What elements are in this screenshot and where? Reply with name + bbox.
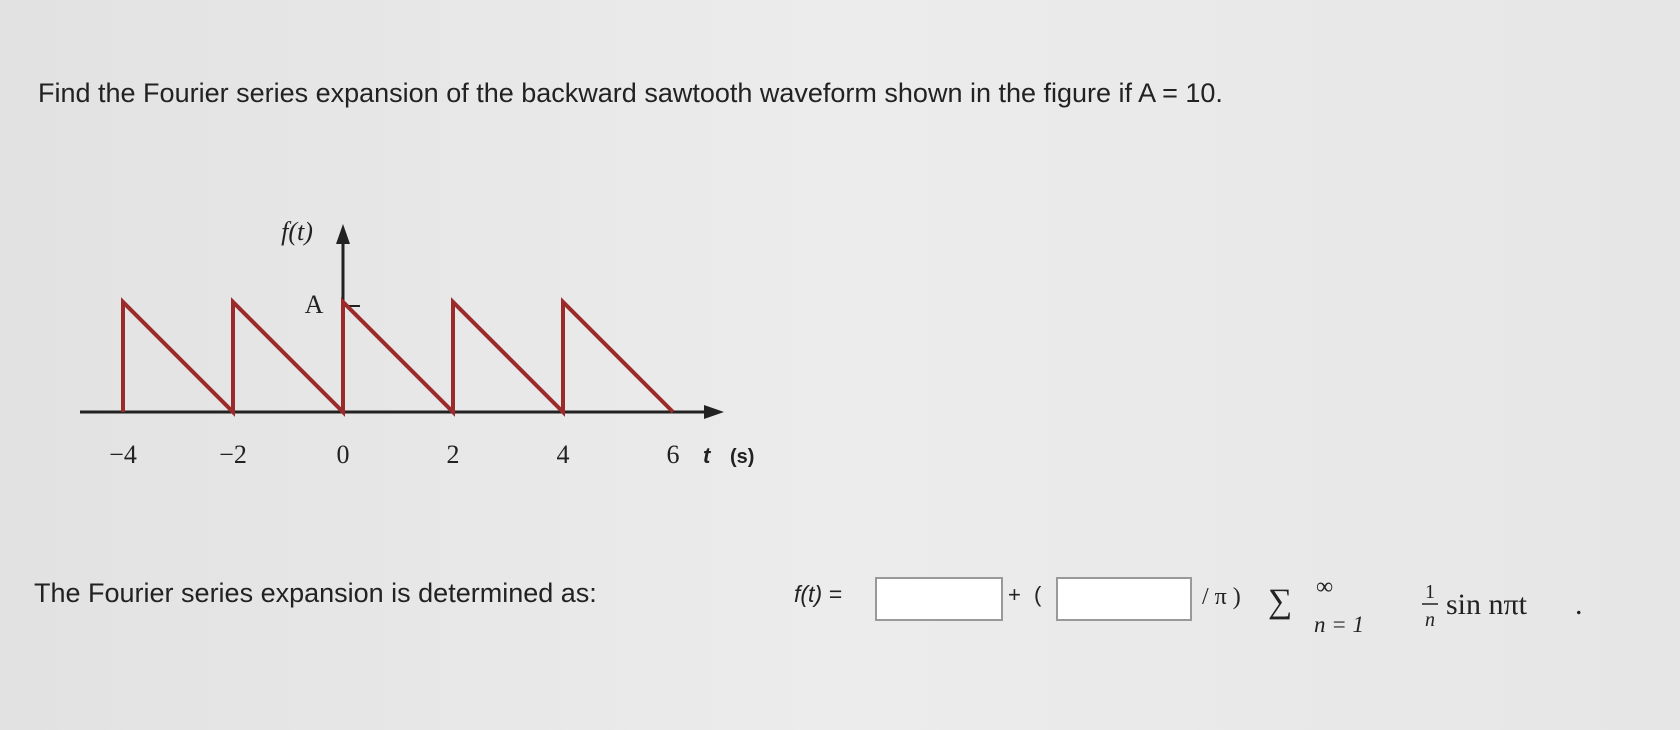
open-paren: (: [1034, 582, 1042, 607]
frac-num: 1: [1425, 581, 1435, 603]
end: .: [1575, 588, 1583, 621]
upper: ∞: [1316, 574, 1333, 600]
x-label: t: [703, 443, 712, 468]
answer-line: The Fourier series expansion is determin…: [34, 574, 1583, 637]
term: sin nπt: [1446, 588, 1528, 621]
x-unit: (s): [730, 446, 754, 468]
amplitude-label: A: [305, 290, 324, 319]
y-label: f(t): [281, 217, 313, 246]
t-arrow: [704, 405, 724, 419]
over-pi: / π ): [1202, 584, 1241, 610]
frac-den: n: [1425, 609, 1435, 631]
tick-label: 6: [667, 440, 680, 469]
plus: +: [1008, 582, 1021, 607]
tick-label: −2: [219, 440, 247, 469]
tick-label: 2: [447, 440, 460, 469]
tick-label: 0: [337, 440, 350, 469]
answer-input[interactable]: [1056, 577, 1192, 621]
tick-label: 4: [557, 440, 570, 469]
answer-lead: The Fourier series expansion is determin…: [34, 578, 597, 608]
f-arrow: [336, 224, 350, 244]
sum: ∑: [1268, 583, 1292, 620]
question: Find the Fourier series expansion of the…: [38, 78, 1223, 108]
figure: f(t) A −4 −2 0 2 4 6 t (s): [80, 217, 754, 469]
sawtooth: [121, 297, 675, 417]
lhs: f(t) =: [794, 581, 842, 607]
lower: n = 1: [1314, 612, 1364, 637]
answer-input[interactable]: [875, 577, 1003, 621]
tick-label: −4: [109, 440, 137, 469]
